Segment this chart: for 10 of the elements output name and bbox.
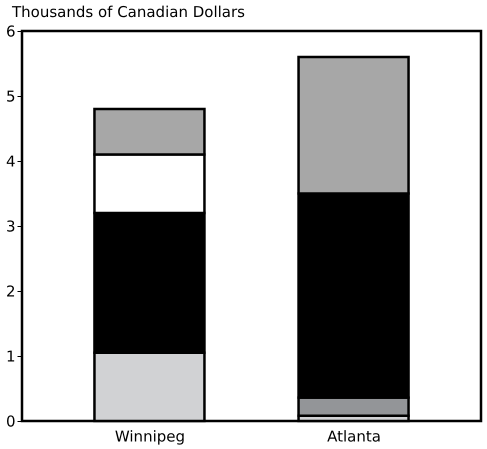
y-tick-label: 4 [6, 152, 16, 170]
y-tick-label: 6 [6, 22, 16, 40]
y-tick-label: 2 [6, 282, 16, 300]
y-tick-label: 3 [6, 218, 16, 236]
y-tick-label: 1 [6, 348, 16, 366]
y-axis-title: Thousands of Canadian Dollars [11, 3, 246, 21]
y-tick-label: 5 [6, 88, 16, 106]
x-tick-label: Atlanta [327, 428, 381, 446]
x-tick-label: Winnipeg [114, 428, 186, 446]
y-tick-label: 0 [6, 412, 16, 430]
